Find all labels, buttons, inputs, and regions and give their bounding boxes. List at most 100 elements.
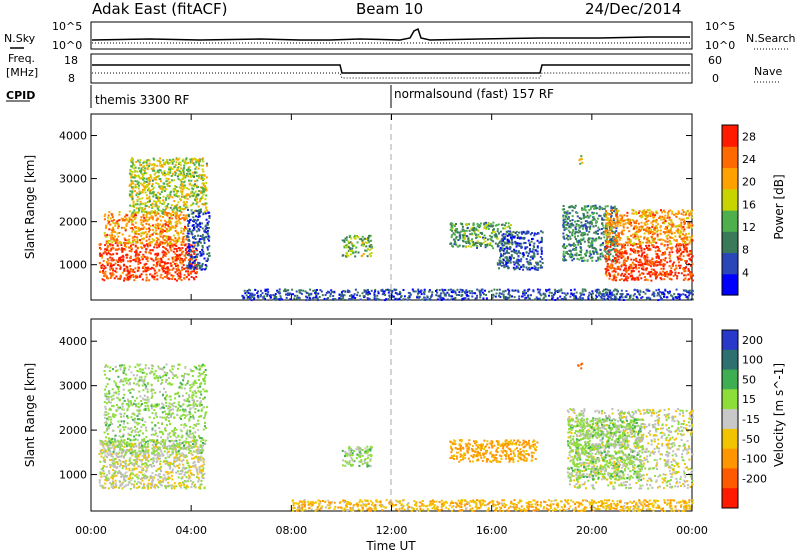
scatter-cell: [625, 275, 628, 278]
scatter-cell: [690, 223, 693, 226]
scatter-cell: [654, 220, 656, 223]
scatter-cell: [483, 227, 486, 230]
scatter-cell: [625, 271, 628, 274]
scatter-cell: [164, 198, 167, 201]
scatter-cell: [510, 240, 513, 243]
scatter-cell: [186, 264, 189, 267]
scatter-cell: [581, 161, 584, 164]
scatter-cell: [163, 209, 166, 212]
scatter-cell: [669, 240, 672, 243]
scatter-cell: [182, 195, 185, 198]
scatter-cell: [173, 193, 176, 196]
scatter-cell: [158, 257, 161, 260]
scatter-cell: [144, 167, 147, 170]
scatter-cell: [184, 225, 186, 228]
scatter-cell: [98, 246, 101, 249]
scatter-cell: [560, 298, 563, 301]
scatter-cell: [504, 233, 507, 236]
scatter-cell: [490, 239, 493, 242]
scatter-cell: [685, 217, 688, 220]
scatter-cell: [678, 254, 681, 257]
scatter-cell: [604, 288, 607, 291]
scatter-cell: [532, 248, 535, 251]
scatter-cell: [196, 223, 199, 226]
scatter-cell: [542, 298, 545, 301]
scatter-cell: [517, 235, 520, 238]
scatter-cell: [569, 250, 572, 253]
scatter-cell: [621, 251, 624, 253]
scatter-cell: [118, 247, 121, 250]
scatter-cell: [196, 225, 199, 228]
scatter-cell: [622, 224, 625, 227]
scatter-cell: [540, 236, 543, 239]
scatter-cell: [643, 210, 645, 213]
scatter-cell: [148, 223, 150, 226]
scatter-cell: [105, 224, 108, 227]
scatter-cell: [594, 250, 596, 253]
scatter-cell: [344, 298, 347, 301]
scatter-cell: [636, 297, 639, 300]
scatter-cell: [637, 243, 639, 245]
scatter-cell: [177, 206, 180, 209]
scatter-cell: [451, 225, 454, 228]
scatter-cell: [683, 270, 686, 273]
scatter-cell: [156, 278, 159, 281]
scatter-cell: [646, 263, 649, 266]
scatter-cell: [656, 294, 659, 297]
scatter-cell: [158, 245, 160, 248]
scatter-cell: [479, 222, 482, 225]
scatter-cell: [176, 158, 179, 161]
scatter-cell: [518, 242, 521, 245]
scatter-cell: [663, 293, 665, 295]
scatter-cell: [641, 296, 644, 298]
scatter-cell: [679, 264, 682, 267]
scatter-cell: [187, 249, 190, 252]
scatter-cell: [507, 230, 510, 233]
scatter-cell: [690, 257, 692, 260]
scatter-cell: [142, 255, 145, 258]
scatter-cell: [596, 232, 599, 235]
freq-tick-bottom-left: 8: [68, 72, 75, 85]
scatter-cell: [565, 227, 567, 230]
scatter-cell: [191, 270, 194, 273]
scatter-cell: [183, 244, 186, 247]
scatter-cell: [272, 294, 275, 297]
scatter-cell: [148, 227, 151, 230]
scatter-cell: [177, 233, 180, 236]
scatter-cell: [676, 248, 679, 251]
scatter-cell: [340, 294, 342, 297]
scatter-cell: [666, 291, 669, 294]
scatter-cell: [178, 195, 181, 198]
scatter-cell: [99, 248, 102, 251]
scatter-cell: [188, 215, 191, 218]
scatter-cell: [591, 259, 594, 262]
scatter-cell: [186, 235, 189, 238]
scatter-cell: [159, 201, 162, 204]
scatter-cell: [611, 264, 614, 267]
scatter-cell: [199, 225, 202, 228]
scatter-cell: [176, 231, 179, 234]
scatter-cell: [510, 255, 513, 258]
scatter-cell: [651, 233, 654, 236]
scatter-cell: [449, 228, 452, 231]
scatter-cell: [166, 271, 169, 273]
scatter-cell: [166, 212, 169, 215]
scatter-cell: [137, 226, 140, 229]
scatter-cell: [108, 243, 111, 246]
scatter-cell: [620, 278, 623, 281]
scatter-cell: [126, 222, 129, 225]
scatter-cell: [470, 227, 473, 230]
scatter-cell: [132, 213, 135, 216]
scatter-cell: [163, 264, 165, 267]
scatter-cell: [162, 187, 165, 190]
scatter-cell: [198, 174, 201, 176]
scatter-cell: [622, 299, 625, 301]
scatter-cell: [629, 223, 631, 225]
scatter-cell: [162, 159, 165, 162]
scatter-cell: [476, 244, 479, 247]
scatter-cell: [177, 266, 180, 268]
scatter-cell: [172, 209, 175, 212]
scatter-cell: [473, 228, 476, 231]
scatter-cell: [148, 200, 151, 203]
scatter-cell: [683, 246, 685, 249]
